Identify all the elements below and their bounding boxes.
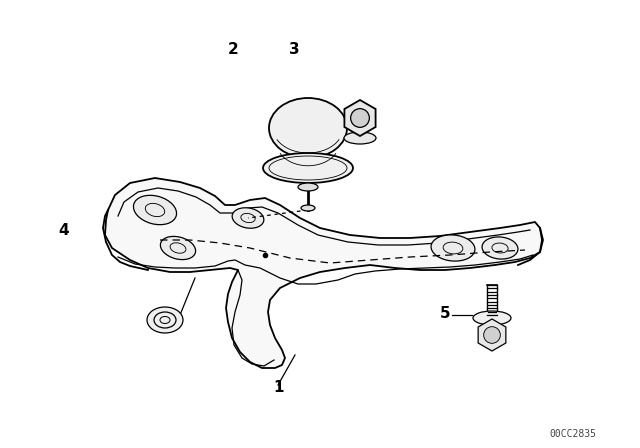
- Ellipse shape: [482, 237, 518, 259]
- Text: 2: 2: [228, 42, 239, 57]
- Text: 1: 1: [273, 380, 284, 395]
- Ellipse shape: [232, 208, 264, 228]
- Ellipse shape: [161, 237, 196, 259]
- Circle shape: [484, 327, 500, 343]
- Polygon shape: [344, 100, 376, 136]
- Text: 5: 5: [440, 306, 450, 321]
- Ellipse shape: [134, 195, 177, 225]
- Ellipse shape: [344, 132, 376, 144]
- Ellipse shape: [298, 183, 318, 191]
- Circle shape: [351, 109, 369, 127]
- Ellipse shape: [269, 98, 347, 158]
- Ellipse shape: [147, 307, 183, 333]
- Ellipse shape: [301, 205, 315, 211]
- Polygon shape: [105, 178, 542, 368]
- Text: 4: 4: [59, 223, 69, 238]
- Text: 3: 3: [289, 42, 300, 57]
- Polygon shape: [478, 319, 506, 351]
- Ellipse shape: [431, 235, 475, 261]
- Text: 00CC2835: 00CC2835: [549, 429, 596, 439]
- Ellipse shape: [263, 153, 353, 183]
- Ellipse shape: [473, 311, 511, 325]
